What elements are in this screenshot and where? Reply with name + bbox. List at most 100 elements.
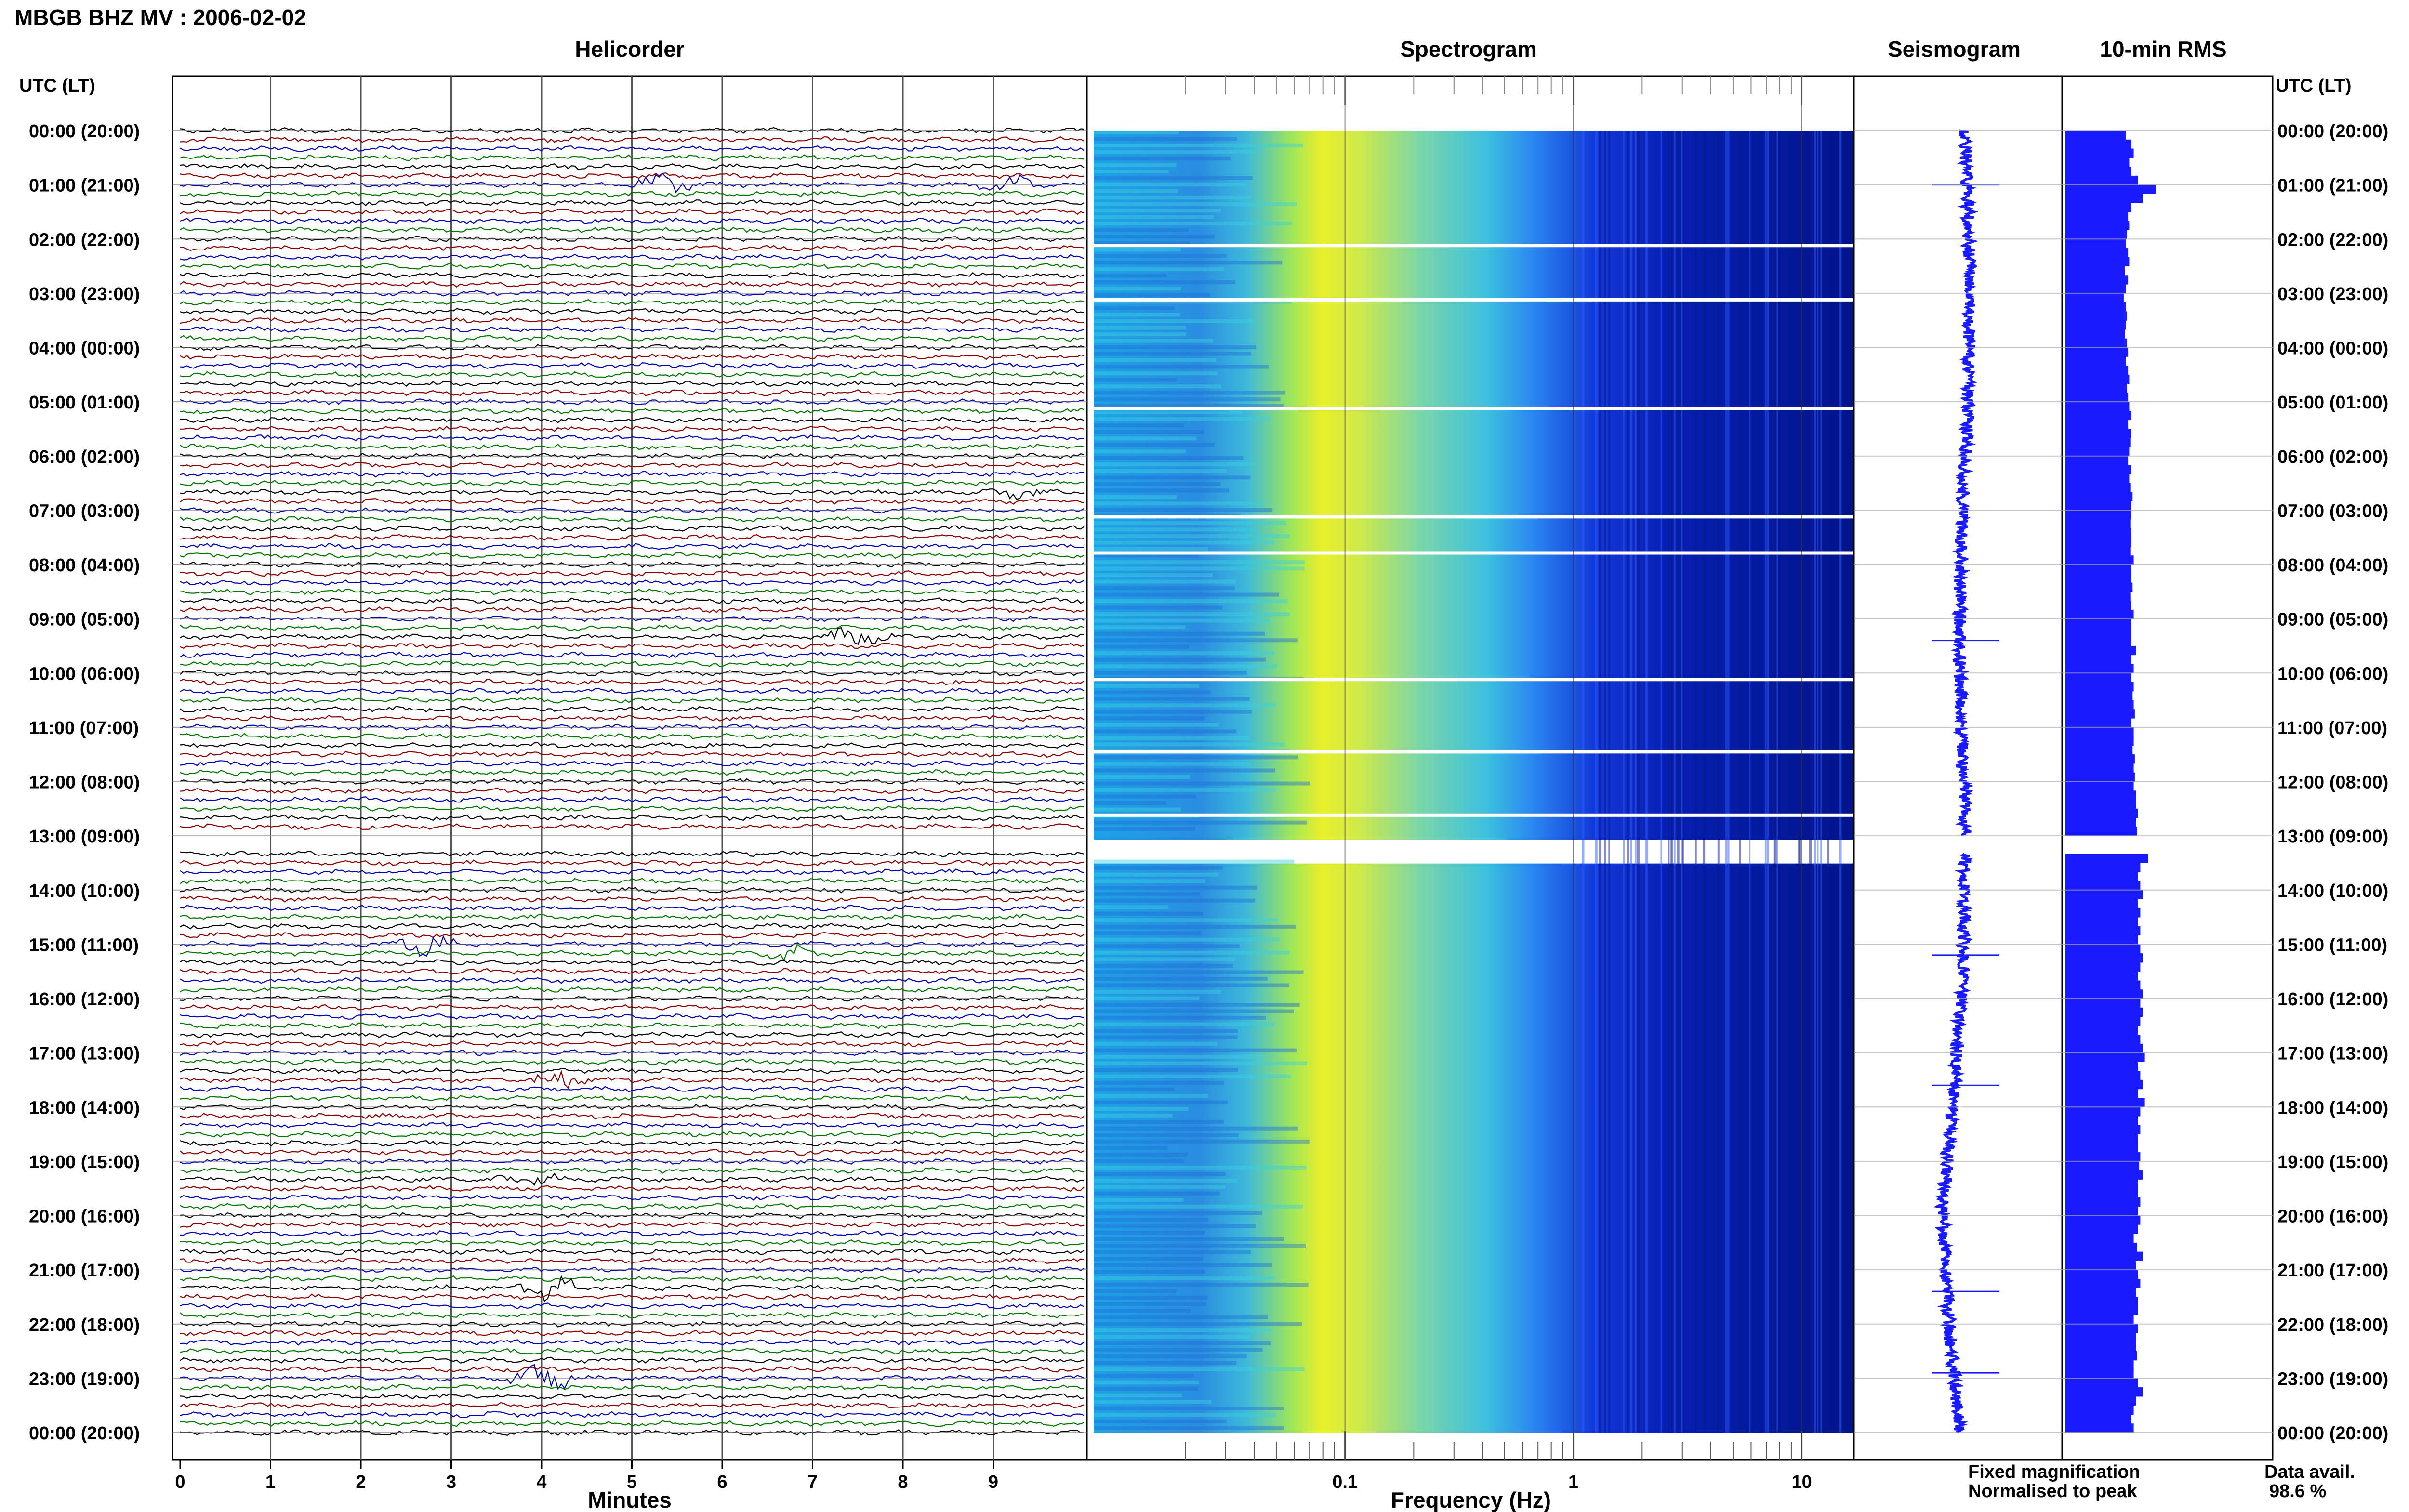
hour-label-right: 00:00 (20:00) <box>2277 1423 2388 1444</box>
spectrogram-texture <box>1094 131 1179 134</box>
spectrogram-texture <box>1094 404 1284 408</box>
rms-bar <box>2065 257 2130 267</box>
seismogram-trace-lower <box>1933 853 1973 1433</box>
rms-bar <box>2065 1170 2143 1180</box>
rms-bar <box>2065 691 2133 701</box>
helicorder-trace <box>180 670 1085 677</box>
helicorder-trace <box>180 1402 1085 1409</box>
spectrogram-texture <box>1094 1419 1227 1423</box>
rms-bar <box>2065 438 2131 447</box>
hour-label-right: 08:00 (04:00) <box>2277 555 2388 576</box>
spectrogram-texture <box>1094 1126 1298 1131</box>
rms-bar <box>2065 338 2127 348</box>
spectrogram-texture <box>1094 488 1229 493</box>
rms-bar <box>2065 483 2131 493</box>
rms-bar <box>2065 808 2138 818</box>
helicorder-trace <box>180 1148 1085 1156</box>
spectrogram-texture <box>1094 475 1251 480</box>
helicorder-trace <box>180 913 1085 921</box>
rms-bar <box>2065 492 2133 502</box>
spectrogram-texture <box>1094 1406 1284 1410</box>
rms-bar <box>2065 1306 2138 1315</box>
helicorder-trace <box>180 1067 1085 1074</box>
rms-bar <box>2065 519 2131 529</box>
hour-label-right: 12:00 (08:00) <box>2277 773 2388 793</box>
spectrogram-texture <box>1094 755 1298 760</box>
spectrogram-texture <box>1094 1413 1276 1417</box>
spectrogram-texture <box>1094 378 1177 382</box>
rms-bar <box>2065 175 2138 185</box>
helicorder-trace <box>180 1085 1085 1092</box>
helicorder-trace <box>180 1420 1085 1427</box>
rms-panel <box>2061 75 2274 1461</box>
helicorder-trace <box>180 525 1085 532</box>
rms-bar <box>2065 645 2136 656</box>
rms-bar <box>2065 709 2135 719</box>
spectrogram-texture <box>1094 1100 1228 1104</box>
helicorder-trace <box>180 1302 1085 1310</box>
spectrogram-texture <box>1094 371 1218 376</box>
rms-bar <box>2065 537 2131 547</box>
helicorder-trace <box>180 868 1085 875</box>
rms-bar <box>2065 1270 2138 1279</box>
spectrogram-texture <box>1094 157 1231 161</box>
helicorder-trace <box>180 380 1085 387</box>
helicorder-trace <box>180 1121 1085 1129</box>
rms-bar <box>2065 203 2131 212</box>
spectrogram-texture <box>1094 423 1184 428</box>
minute-tick-label: 6 <box>717 1472 727 1492</box>
helicorder-trace <box>180 1131 1085 1138</box>
helicorder-trace <box>180 751 1085 758</box>
helicorder-trace <box>180 796 1085 803</box>
rms-bar <box>2065 1125 2141 1135</box>
helicorder-trace <box>180 209 1085 215</box>
helicorder-trace <box>180 977 1085 984</box>
spectrogram-texture <box>1094 1237 1284 1241</box>
spectrogram-texture <box>1094 397 1281 402</box>
hour-label-right: 11:00 (07:00) <box>2277 718 2387 738</box>
rms-bar <box>2065 284 2126 294</box>
rms-bar <box>2065 184 2156 194</box>
hour-label-left: 14:00 (10:00) <box>29 881 140 901</box>
rms-bar <box>2065 1143 2138 1153</box>
rms-bar <box>2065 863 2141 872</box>
rms-bar <box>2065 1098 2145 1107</box>
hour-label-left: 11:00 (07:00) <box>29 718 139 738</box>
spectrogram-texture <box>1094 879 1205 883</box>
rms-bar <box>2065 456 2129 466</box>
rms-bar <box>2065 266 2125 276</box>
x-axes: 0 1 2 3 4 5 6 7 8 9 0.1 1 10 <box>175 1460 1812 1492</box>
right-time-axis-label: UTC (LT) <box>2276 76 2352 96</box>
spectrogram-texture <box>1094 430 1204 434</box>
rms-bar <box>2065 736 2134 746</box>
rms-bar <box>2065 817 2136 827</box>
minute-tick-label: 9 <box>988 1472 998 1492</box>
spectrogram-texture <box>1094 1009 1294 1013</box>
rms-bar <box>2065 989 2143 999</box>
rms-bar <box>2065 1035 2141 1044</box>
minute-tick-label: 5 <box>627 1472 637 1492</box>
spectrogram-texture <box>1094 820 1307 825</box>
rms-bar <box>2065 953 2143 963</box>
helicorder-trace <box>180 1172 1085 1186</box>
spectrogram-texture <box>1094 553 1199 558</box>
hour-label-right: 09:00 (05:00) <box>2277 610 2388 630</box>
rms-bar <box>2065 628 2131 637</box>
helicorder-trace <box>180 877 1085 885</box>
frequency-tick-label: 10 <box>1791 1472 1812 1492</box>
spectrogram-texture <box>1094 521 1286 525</box>
spectrogram-texture <box>1094 710 1252 714</box>
spectrogram-texture <box>1094 618 1270 623</box>
spectrogram-texture <box>1094 209 1221 213</box>
helicorder-trace <box>180 733 1085 740</box>
spectrogram-texture <box>1094 1296 1208 1300</box>
spectrogram-texture <box>1094 274 1167 278</box>
helicorder-trace <box>180 769 1085 776</box>
spectrogram-texture <box>1094 1061 1307 1065</box>
spectrogram-texture <box>1094 690 1211 695</box>
spectrogram-texture <box>1094 1315 1268 1319</box>
hour-label-right: 15:00 (11:00) <box>2277 935 2387 955</box>
spectrogram-texture <box>1094 456 1244 460</box>
hour-label-right: 01:00 (21:00) <box>2277 176 2388 196</box>
spectrogram-texture <box>1094 547 1208 551</box>
